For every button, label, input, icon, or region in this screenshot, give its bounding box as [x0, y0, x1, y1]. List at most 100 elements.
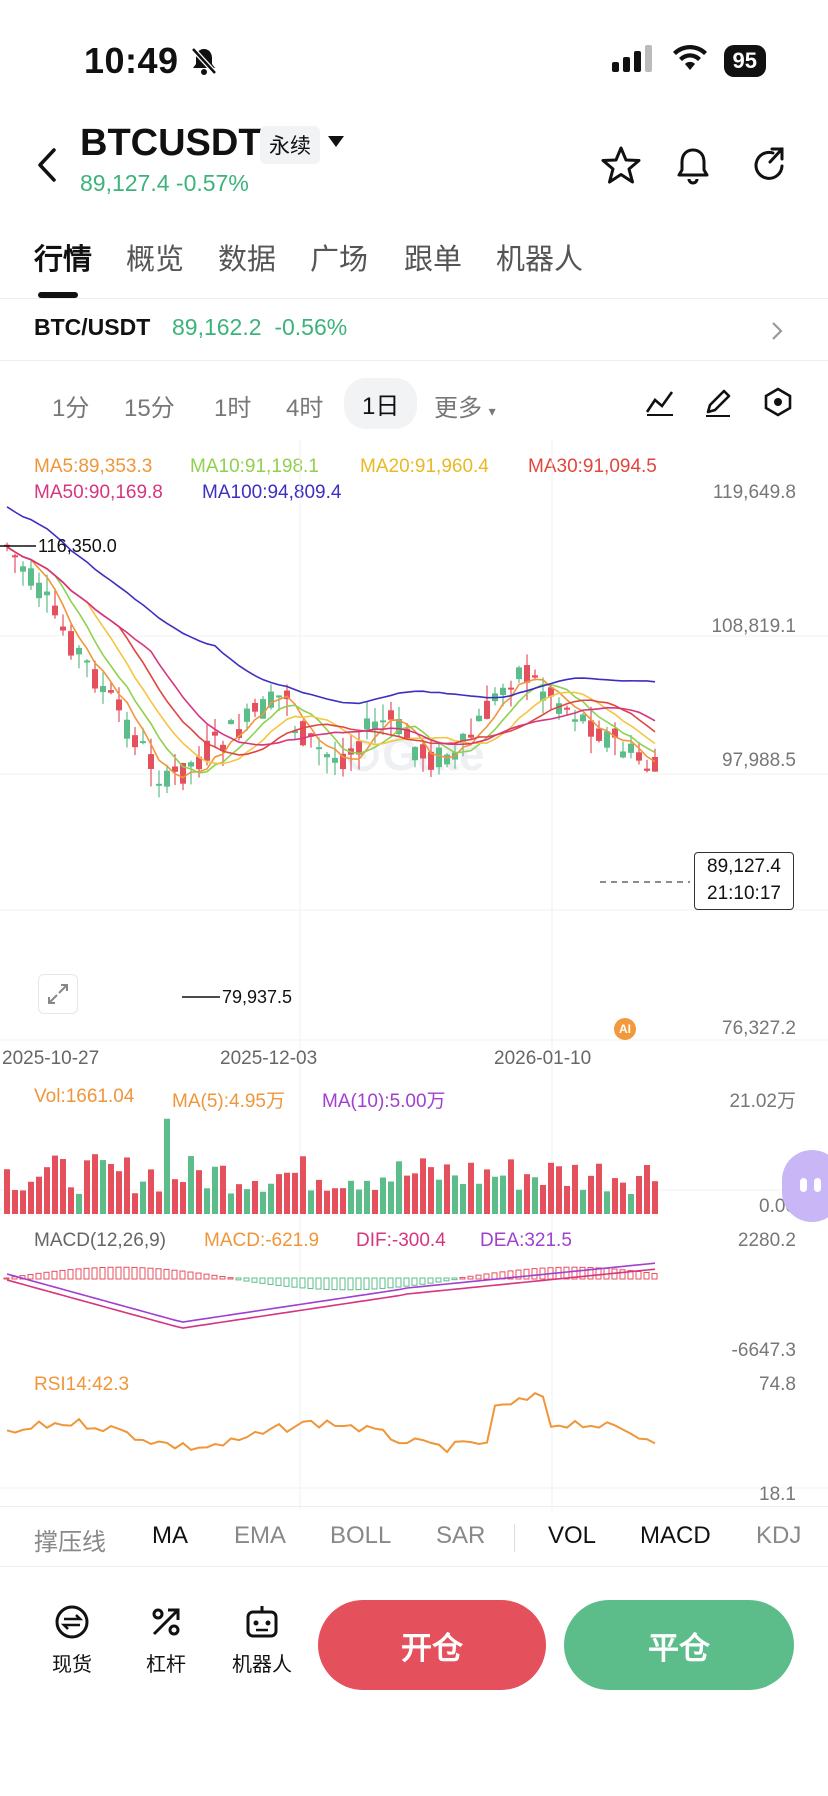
volume-bar — [108, 1163, 114, 1214]
close-position-button[interactable]: 平仓 — [564, 1600, 794, 1690]
indicator-tab-support[interactable]: 撑压线 — [34, 1529, 106, 1556]
pair-title[interactable]: BTCUSDT — [80, 122, 262, 164]
interval-4h[interactable]: 4时 — [286, 395, 324, 422]
ma50-legend: MA50:90,169.8 — [34, 482, 163, 503]
volume-bar — [612, 1178, 618, 1214]
divider — [0, 1506, 828, 1507]
share-button[interactable] — [748, 144, 790, 186]
candle-body — [644, 768, 650, 771]
candle-body — [564, 707, 570, 710]
volume-bar — [420, 1158, 426, 1214]
tab-bots[interactable]: 机器人 — [496, 244, 584, 276]
interval-more[interactable]: 更多 ▾ — [434, 388, 496, 423]
interval-15m[interactable]: 15分 — [124, 395, 175, 422]
candle-body — [292, 730, 298, 733]
spot-ticker-row[interactable]: BTC/USDT 89,162.2 -0.56% — [0, 300, 828, 360]
macd-bar — [163, 1268, 170, 1280]
volume-bar — [636, 1175, 642, 1214]
macd-bar — [131, 1266, 138, 1280]
macd-bar — [171, 1269, 178, 1280]
volume-bar — [100, 1160, 106, 1214]
bot-nav-button[interactable]: 机器人 — [222, 1602, 302, 1677]
volume-bar — [492, 1176, 498, 1214]
volume-bar — [76, 1193, 82, 1214]
volume-bar — [476, 1183, 482, 1214]
macd-bar — [635, 1270, 642, 1280]
volume-bar — [532, 1177, 538, 1214]
hexagon-settings-icon — [764, 387, 792, 417]
tab-data[interactable]: 数据 — [218, 244, 277, 276]
macd-bar — [235, 1277, 242, 1281]
spot-nav-button[interactable]: 现货 — [32, 1602, 112, 1677]
bell-icon — [677, 148, 709, 185]
volume-bar — [356, 1189, 362, 1214]
volume-bar — [4, 1169, 10, 1214]
macd-bar — [307, 1277, 314, 1290]
tab-square[interactable]: 广场 — [310, 244, 369, 276]
alert-button[interactable] — [672, 144, 714, 186]
indicator-tab-vol[interactable]: VOL — [548, 1522, 597, 1549]
volume-bar — [284, 1172, 290, 1214]
volume-bar — [348, 1180, 354, 1214]
macd-bar — [51, 1270, 58, 1280]
high-annotation: 116,350.0 — [38, 536, 117, 556]
macd-bar — [331, 1277, 338, 1291]
price-axis-4: 76,327.2 — [722, 1018, 796, 1039]
volume-bar — [572, 1164, 578, 1214]
interval-1d[interactable]: 1日 — [344, 378, 418, 429]
indicator-tab-kdj[interactable]: KDJ — [756, 1522, 802, 1549]
macd-bar — [139, 1267, 146, 1280]
rsi-legend: RSI14:42.3 — [34, 1374, 130, 1395]
macd-axis-top: 2280.2 — [737, 1230, 796, 1251]
volume-bar — [60, 1159, 66, 1214]
ma5-legend: MA5:89,353.3 — [34, 456, 153, 477]
volume-bar — [212, 1166, 218, 1214]
macd-bar — [427, 1277, 434, 1284]
status-indicators: 95 — [611, 44, 766, 77]
interval-more-label: 更多 — [434, 395, 482, 422]
volume-bar — [36, 1176, 42, 1214]
interval-1h[interactable]: 1时 — [214, 395, 252, 422]
spot-price-value: 89,162.2 — [172, 314, 262, 340]
back-button[interactable] — [30, 142, 64, 188]
tab-copy-trading[interactable]: 跟单 — [404, 244, 463, 276]
silent-icon — [190, 46, 218, 81]
candle-body — [516, 667, 522, 680]
volume-bar — [52, 1155, 58, 1214]
chart-indicator-icon — [645, 391, 674, 416]
indicator-tool-button[interactable] — [644, 386, 676, 418]
indicator-tab-boll[interactable]: BOLL — [330, 1522, 392, 1549]
favorite-button[interactable] — [600, 144, 642, 186]
candle-body — [468, 734, 474, 738]
volume-bar — [300, 1156, 306, 1214]
volume-bars — [4, 1118, 658, 1214]
tab-overview[interactable]: 概览 — [126, 244, 185, 276]
leverage-nav-button[interactable]: 杠杆 — [126, 1602, 206, 1677]
open-position-button[interactable]: 开仓 — [318, 1600, 546, 1690]
candle-body — [396, 718, 402, 735]
indicator-tab-ema[interactable]: EMA — [234, 1522, 287, 1549]
volume-bar — [516, 1189, 522, 1214]
draw-tool-button[interactable] — [702, 386, 734, 418]
chevron-down-icon[interactable] — [328, 136, 344, 147]
indicator-tab-ma[interactable]: MA — [152, 1522, 188, 1549]
candle-body — [588, 720, 594, 737]
candle-body — [12, 555, 18, 558]
contract-type-badge[interactable]: 永续 — [260, 126, 320, 164]
tab-market[interactable]: 行情 — [34, 244, 93, 276]
assistant-bubble[interactable] — [782, 1150, 828, 1222]
indicator-tab-sar[interactable]: SAR — [436, 1522, 486, 1549]
chart-settings-button[interactable] — [762, 386, 794, 418]
indicator-tab-macd[interactable]: MACD — [640, 1522, 711, 1549]
macd-bar — [483, 1273, 490, 1280]
volume-bar — [316, 1179, 322, 1214]
battery-indicator: 95 — [723, 44, 766, 77]
candle-body — [652, 757, 658, 772]
ai-badge[interactable]: AI — [614, 1018, 636, 1040]
expand-chart-button[interactable] — [38, 974, 78, 1014]
interval-1m[interactable]: 1分 — [52, 395, 90, 422]
kline-chart[interactable]: ⊙Gate 116,350.0 79,937.5 — [0, 440, 828, 1510]
candle-body — [300, 721, 306, 746]
candle-body — [636, 752, 642, 761]
candle-body — [228, 720, 234, 725]
